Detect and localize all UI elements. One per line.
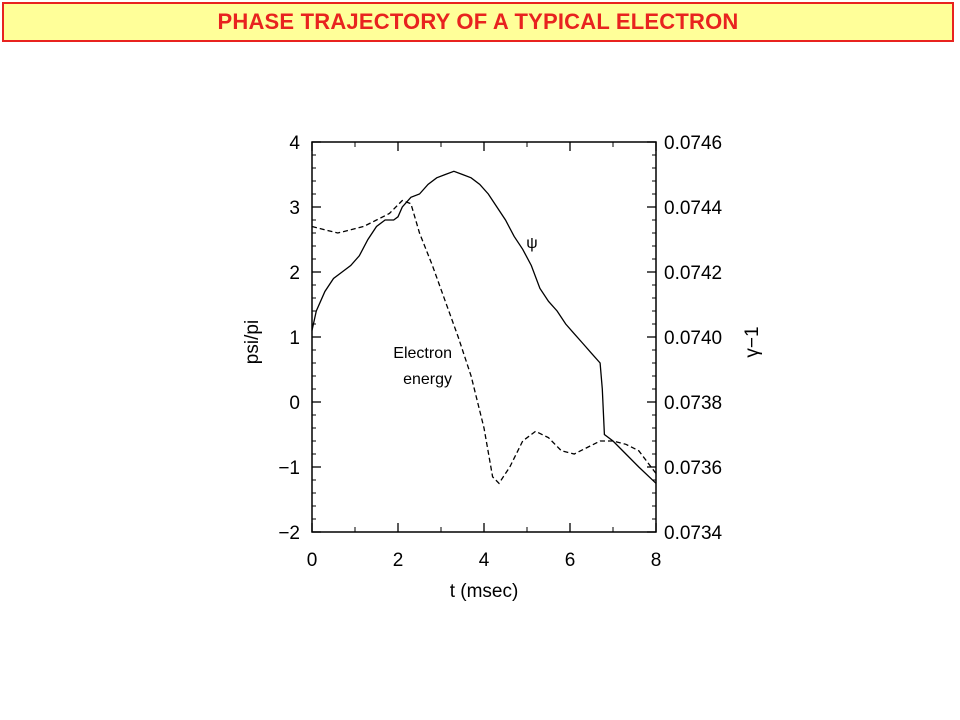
ticks-layer [311, 141, 657, 533]
y-left-tick-label: −1 [278, 458, 300, 479]
y-axis-left-title: psi/pi [242, 320, 263, 364]
energy-label-line1: Electron [393, 345, 452, 362]
x-axis-title: t (msec) [450, 581, 519, 602]
y-right-tick-label: 0.0746 [664, 133, 722, 154]
page-title: PHASE TRAJECTORY OF A TYPICAL ELECTRON [217, 9, 739, 34]
plot-frame [311, 141, 657, 533]
energy-series-line [311, 199, 657, 485]
y-right-tick-label: 0.0740 [664, 328, 722, 349]
y-right-tick-label: 0.0742 [664, 263, 722, 284]
y-left-tick-label: 0 [289, 393, 300, 414]
series-layer [311, 170, 657, 485]
y-right-tick-label: 0.0738 [664, 393, 722, 414]
x-tick-label: 2 [393, 550, 404, 571]
y-right-tick-label: 0.0734 [664, 523, 723, 544]
psi-series-line [311, 170, 657, 484]
y-right-tick-label: 0.0736 [664, 458, 722, 479]
tick-labels-layer: 0 2 4 6 8 −2 −1 0 1 2 3 4 0.0734 0.0736 0.0738 0.0740 0.… [278, 133, 722, 571]
y-left-tick-label: 3 [289, 198, 300, 219]
psi-series-label: ψ [526, 235, 537, 252]
x-tick-label: 0 [307, 550, 318, 571]
x-tick-label: 8 [651, 550, 662, 571]
x-tick-label: 6 [565, 550, 576, 571]
y-axis-right-title: γ−1 [742, 326, 763, 357]
y-left-tick-label: −2 [278, 523, 300, 544]
y-left-tick-label: 2 [289, 263, 300, 284]
y-left-tick-label: 4 [289, 133, 300, 154]
y-right-tick-label: 0.0744 [664, 198, 723, 219]
y-left-tick-label: 1 [289, 328, 300, 349]
energy-label-line2: energy [403, 371, 452, 388]
title-banner: PHASE TRAJECTORY OF A TYPICAL ELECTRON [2, 2, 954, 42]
x-tick-label: 4 [479, 550, 490, 571]
